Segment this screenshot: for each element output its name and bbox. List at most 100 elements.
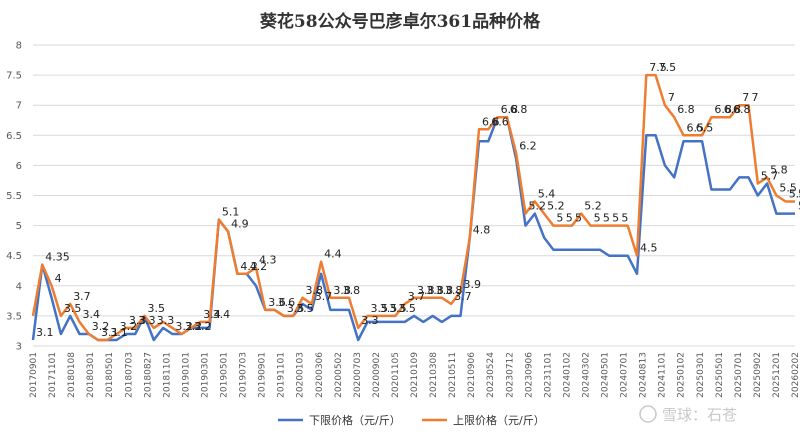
y-axis: 3 3.5 4 4.5 5 5.5 6 6.5 7 7.5 8 bbox=[6, 41, 22, 353]
data-label: 4.4 bbox=[324, 248, 342, 261]
data-point bbox=[654, 134, 656, 136]
data-label: 5 bbox=[612, 212, 619, 225]
legend-label-lower: 下限价格（元/斤） bbox=[309, 413, 401, 427]
data-label: 3.6 bbox=[278, 296, 296, 309]
data-point bbox=[636, 273, 638, 275]
data-point bbox=[645, 134, 647, 136]
data-point bbox=[645, 74, 647, 76]
data-point bbox=[171, 333, 173, 335]
data-point bbox=[320, 273, 322, 275]
data-label: 6.8 bbox=[510, 103, 528, 116]
data-label: 3.6 bbox=[268, 296, 286, 309]
data-label: 4.35 bbox=[45, 251, 70, 264]
x-tick-label: 20250301 bbox=[696, 352, 706, 398]
x-tick-label: 20240501 bbox=[601, 352, 611, 398]
data-point bbox=[106, 339, 108, 341]
data-label: 5 bbox=[621, 212, 628, 225]
x-tick-label: 20170901 bbox=[29, 352, 39, 398]
y-tick-label: 3 bbox=[16, 342, 22, 353]
x-tick-label: 20250701 bbox=[734, 352, 744, 398]
data-point bbox=[469, 236, 471, 238]
x-tick-label: 20180501 bbox=[105, 352, 115, 398]
data-label: 3.1 bbox=[101, 326, 119, 339]
x-tick-label: 20230906 bbox=[524, 352, 534, 398]
data-point bbox=[729, 116, 731, 118]
data-label: 3.2 bbox=[175, 320, 193, 333]
data-label: 6.5 bbox=[687, 121, 705, 134]
data-point bbox=[264, 309, 266, 311]
data-label: 3.5 bbox=[287, 302, 305, 315]
data-label: 6.8 bbox=[733, 103, 751, 116]
data-label: 5.4 bbox=[789, 188, 800, 201]
x-tick-label: 20240302 bbox=[581, 352, 591, 398]
data-point bbox=[50, 297, 52, 299]
data-label: 3.9 bbox=[464, 278, 482, 291]
data-point bbox=[394, 321, 396, 323]
data-point bbox=[422, 321, 424, 323]
data-point bbox=[757, 194, 759, 196]
data-label: 3.5 bbox=[296, 302, 314, 315]
data-point bbox=[246, 273, 248, 275]
data-label: 3.8 bbox=[445, 284, 463, 297]
data-point bbox=[664, 104, 666, 106]
data-point bbox=[673, 176, 675, 178]
data-point bbox=[339, 297, 341, 299]
data-point bbox=[571, 224, 573, 226]
data-point bbox=[729, 188, 731, 190]
x-tick-label: 20250102 bbox=[677, 352, 687, 398]
data-label: 3.2 bbox=[120, 320, 138, 333]
data-label: 6.2 bbox=[519, 139, 537, 152]
x-tick-label: 20240102 bbox=[562, 352, 572, 398]
data-label: 5.2 bbox=[584, 200, 602, 213]
y-tick-label: 4 bbox=[16, 281, 22, 292]
legend: 下限价格（元/斤） 上限价格（元/斤） bbox=[278, 413, 545, 427]
data-point bbox=[115, 339, 117, 341]
y-tick-label: 8 bbox=[16, 41, 22, 52]
x-tick-label: 20190501 bbox=[220, 352, 230, 398]
data-label: 3.4 bbox=[203, 308, 221, 321]
data-label: 3.8 bbox=[306, 284, 324, 297]
data-point bbox=[78, 333, 80, 335]
data-point bbox=[41, 264, 43, 266]
x-tick-label: 20171101 bbox=[48, 352, 58, 398]
data-point bbox=[562, 249, 564, 251]
legend-label-upper: 上限价格（元/斤） bbox=[453, 413, 545, 427]
data-point bbox=[534, 212, 536, 214]
series-line-lower bbox=[31, 115, 795, 342]
data-point bbox=[766, 182, 768, 184]
data-point bbox=[450, 315, 452, 317]
data-point bbox=[292, 315, 294, 317]
x-tick-label: 20250902 bbox=[753, 352, 763, 398]
data-point bbox=[218, 218, 220, 220]
data-point bbox=[357, 327, 359, 329]
data-point bbox=[654, 74, 656, 76]
y-tick-label: 3.5 bbox=[6, 311, 22, 322]
series-lines bbox=[31, 73, 795, 342]
data-point bbox=[171, 327, 173, 329]
y-tick-label: 4.5 bbox=[6, 251, 22, 262]
data-point bbox=[441, 321, 443, 323]
y-tick-label: 5 bbox=[16, 221, 22, 232]
data-label: 5 bbox=[566, 212, 573, 225]
data-point bbox=[562, 224, 564, 226]
watermark: 雪球：石苍 bbox=[639, 405, 737, 424]
data-point bbox=[273, 309, 275, 311]
data-point bbox=[283, 315, 285, 317]
data-label: 7.5 bbox=[649, 61, 667, 74]
data-label: 6.5 bbox=[696, 121, 714, 134]
data-point bbox=[692, 134, 694, 136]
data-point bbox=[785, 200, 787, 202]
data-label: 5.7 bbox=[761, 170, 779, 183]
data-point bbox=[608, 255, 610, 257]
data-point bbox=[441, 297, 443, 299]
data-point bbox=[78, 321, 80, 323]
data-label: 4.8 bbox=[473, 224, 491, 237]
data-point bbox=[50, 285, 52, 287]
data-label: 7 bbox=[668, 91, 675, 104]
data-point bbox=[339, 309, 341, 311]
data-label: 3.8 bbox=[343, 284, 361, 297]
data-label: 5 bbox=[575, 212, 582, 225]
data-point bbox=[60, 333, 62, 335]
watermark-text: 雪球：石苍 bbox=[662, 406, 737, 424]
y-tick-label: 7 bbox=[16, 101, 22, 112]
